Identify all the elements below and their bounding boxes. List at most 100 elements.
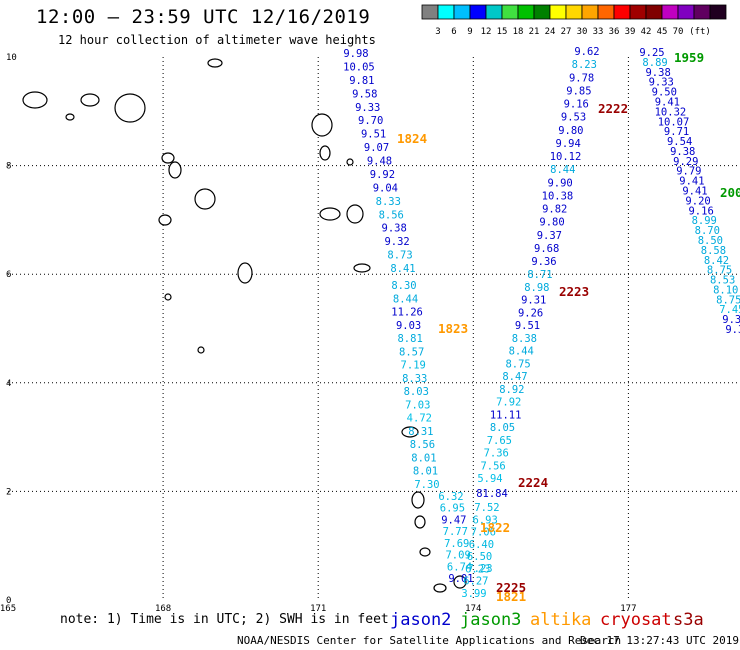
- wave-height-value: 11.26: [391, 307, 423, 319]
- wave-height-value: 6.23: [465, 563, 490, 575]
- island-outline: [346, 158, 354, 166]
- pass-time-label: 2222: [598, 101, 628, 116]
- wave-height-value: 7.52: [474, 502, 499, 514]
- wave-height-value: 9.38: [645, 67, 670, 79]
- island-outline: [207, 58, 223, 68]
- wave-height-value: 9.71: [664, 126, 689, 138]
- pass-time-label: 1823: [438, 321, 468, 336]
- colorbar-swatch: [661, 4, 679, 20]
- wave-height-value: 9.47: [441, 514, 466, 526]
- colorbar-tick-label: 70: [673, 27, 684, 37]
- y-tick-label: 0: [6, 596, 11, 606]
- wave-height-value: 9.79: [676, 166, 701, 178]
- wave-height-value: 10.05: [343, 61, 375, 73]
- pass-time-label: 2223: [559, 284, 589, 299]
- island-outline: [158, 214, 172, 226]
- wave-height-value: 8.56: [379, 209, 404, 221]
- wave-height-colorbar: 3 6 9 12 15 18 21 24 27 30 33 36 39 42 45 70 (ft): [421, 4, 727, 37]
- wave-height-value: 9.16: [564, 99, 589, 111]
- footer-note: note: 1) Time is in UTC; 2) SWH is in fe…: [60, 612, 389, 627]
- colorbar-tick-label: 45: [657, 27, 668, 37]
- y-tick-label: 4: [6, 379, 11, 389]
- wave-height-value: 9.85: [566, 85, 591, 97]
- wave-height-value: 8.01: [413, 466, 438, 478]
- wave-height-value: 7.77: [443, 526, 468, 538]
- y-tick-label: 6: [6, 270, 11, 280]
- colorbar-tick-label: 18: [513, 27, 524, 37]
- wave-height-value: 9.07: [364, 142, 389, 154]
- wave-height-value: 8.71: [527, 269, 552, 281]
- wave-height-value: 8.75: [505, 358, 530, 370]
- wave-height-value: 9.58: [352, 88, 377, 100]
- legend-s3a: s3a: [673, 610, 704, 630]
- colorbar-swatch: [437, 4, 455, 20]
- wave-height-value: 8.53: [710, 275, 735, 287]
- island-outline: [353, 263, 371, 273]
- colorbar-tick-label: 30: [577, 27, 588, 37]
- colorbar-tick-label: 12: [481, 27, 492, 37]
- island-outlines: [22, 58, 467, 593]
- wave-height-value: 8.01: [411, 452, 436, 464]
- colorbar-swatch: [613, 4, 631, 20]
- wave-height-value: 9.92: [370, 169, 395, 181]
- wave-height-value: 8.70: [695, 225, 720, 237]
- island-outline: [22, 91, 48, 109]
- wave-height-value: 9.38: [382, 223, 407, 235]
- wave-height-value: 9.29: [673, 156, 698, 168]
- wave-height-value: 7.45: [719, 304, 740, 316]
- wave-height-value: 9.32: [384, 236, 409, 248]
- wave-height-value: 8.31: [408, 426, 433, 438]
- wave-height-value: 9.50: [652, 87, 677, 99]
- pass-time-label: 2003: [720, 185, 740, 200]
- wave-height-value: 9.48: [367, 156, 392, 168]
- colorbar-tick-label: 36: [609, 27, 620, 37]
- island-outline: [168, 161, 182, 179]
- wave-height-value: 9.36: [531, 256, 556, 268]
- legend-cryosat: cryosat: [600, 610, 672, 630]
- wave-height-value: 8.44: [509, 346, 534, 358]
- colorbar-swatch: [693, 4, 711, 20]
- wave-height-value: 7.69: [444, 538, 469, 550]
- colorbar-swatch: [565, 4, 583, 20]
- wave-height-value: 9.26: [518, 307, 543, 319]
- map-axes: 165 168 171 174 177 0 2 4 6 8 10: [0, 53, 637, 614]
- island-outline: [411, 491, 425, 509]
- wave-height-value: 9.94: [556, 138, 581, 150]
- wave-height-value: 7.23: [467, 563, 492, 575]
- x-tick-label: 171: [310, 604, 326, 614]
- y-tick-label: 10: [6, 53, 17, 63]
- wave-height-value: 7.92: [496, 397, 521, 409]
- colorbar-swatch: [469, 4, 487, 20]
- island-outline: [80, 93, 100, 107]
- wave-height-value: 10.38: [542, 190, 574, 202]
- island-outline: [237, 262, 253, 284]
- map-grid: [8, 57, 740, 600]
- wave-height-value: 7.30: [414, 479, 439, 491]
- wave-height-value: 3.99: [461, 588, 486, 600]
- wave-height-value: 9.33: [649, 77, 674, 89]
- wave-height-value: 9.51: [515, 320, 540, 332]
- wave-height-value: 8.47: [502, 371, 527, 383]
- wave-height-value: 9.54: [667, 136, 692, 148]
- colorbar-swatch: [645, 4, 663, 20]
- wave-height-value: 8.44: [550, 164, 575, 176]
- wave-height-value: 7.19: [401, 360, 426, 372]
- colorbar-tick-label: 39: [625, 27, 636, 37]
- wave-height-value: 7.03: [405, 399, 430, 411]
- wave-height-value: 8.99: [692, 215, 717, 227]
- wave-height-value: 9.30: [725, 324, 740, 336]
- wave-height-value: 9.80: [539, 217, 564, 229]
- wave-height-value: 8.81: [397, 333, 422, 345]
- wave-height-value: 8.33: [402, 373, 427, 385]
- chart-title: 12:00 – 23:59 UTC 12/16/2019: [36, 6, 371, 28]
- wave-height-value: 4.72: [407, 413, 432, 425]
- wave-height-value: 8.58: [701, 245, 726, 257]
- wave-height-value: 8.03: [404, 386, 429, 398]
- colorbar-swatch: [549, 4, 567, 20]
- wave-height-value: 6.93: [472, 514, 497, 526]
- wave-height-value: 6.74: [447, 561, 472, 573]
- x-tick-label: 174: [465, 604, 481, 614]
- legend-jason2: jason2: [390, 610, 452, 630]
- island-outline: [311, 113, 333, 137]
